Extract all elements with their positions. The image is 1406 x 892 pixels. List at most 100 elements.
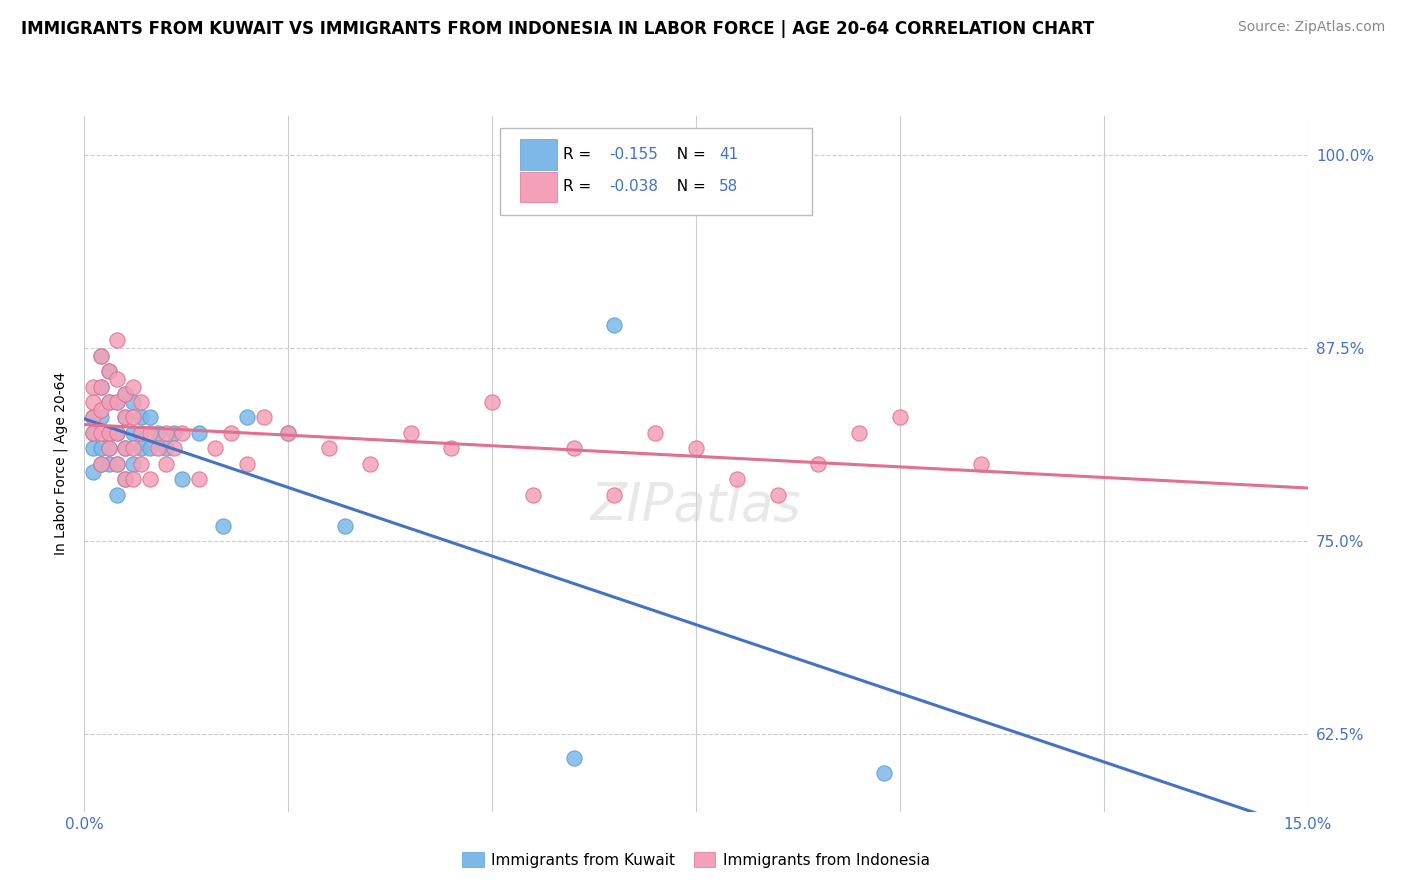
Point (82, 442, 104, 456)
Point (131, 395, 153, 409)
Point (889, 410, 911, 425)
Point (253, 410, 276, 425)
Point (82, 425, 104, 440)
Point (97, 395, 120, 409)
Point (440, 442, 463, 456)
Point (82, 465, 104, 479)
Point (105, 457, 128, 471)
Point (97, 425, 120, 440)
Point (105, 457, 128, 471)
Point (236, 410, 259, 425)
Point (114, 442, 136, 456)
Point (97, 442, 120, 456)
Text: 58: 58 (720, 179, 738, 194)
Point (90, 442, 112, 456)
Point (163, 442, 186, 456)
Point (807, 457, 830, 471)
Text: ZIPatlas: ZIPatlas (591, 480, 801, 532)
Point (90, 349, 112, 363)
Point (82, 379, 104, 393)
Point (122, 472, 145, 486)
Point (114, 472, 136, 486)
Text: IMMIGRANTS FROM KUWAIT VS IMMIGRANTS FROM INDONESIA IN LABOR FORCE | AGE 20-64 C: IMMIGRANTS FROM KUWAIT VS IMMIGRANTS FRO… (21, 20, 1094, 37)
FancyBboxPatch shape (520, 171, 557, 202)
Point (82, 395, 104, 409)
Point (97, 442, 120, 456)
Point (105, 425, 128, 440)
Point (204, 442, 226, 456)
Point (105, 395, 128, 409)
Point (131, 457, 153, 471)
Point (105, 425, 128, 440)
Point (146, 442, 169, 456)
Point (359, 457, 381, 471)
Point (603, 318, 626, 332)
Point (138, 425, 160, 440)
Text: N =: N = (666, 179, 710, 194)
Point (82, 410, 104, 425)
Text: R =: R = (562, 146, 596, 161)
Point (90, 349, 112, 363)
Point (114, 472, 136, 486)
FancyBboxPatch shape (520, 139, 557, 169)
Point (685, 442, 707, 456)
Text: -0.155: -0.155 (609, 146, 658, 161)
Point (90, 425, 112, 440)
Point (236, 457, 259, 471)
Point (114, 442, 136, 456)
Point (277, 425, 299, 440)
Point (90, 457, 112, 471)
Point (105, 488, 128, 502)
Y-axis label: In Labor Force | Age 20-64: In Labor Force | Age 20-64 (53, 372, 69, 556)
Point (277, 425, 299, 440)
Point (114, 410, 136, 425)
Point (122, 425, 145, 440)
Point (114, 410, 136, 425)
Point (187, 472, 209, 486)
Point (155, 442, 177, 456)
Point (872, 766, 894, 780)
Point (90, 379, 112, 393)
Point (122, 457, 145, 471)
Point (163, 425, 186, 440)
Point (122, 410, 145, 425)
Legend: Immigrants from Kuwait, Immigrants from Indonesia: Immigrants from Kuwait, Immigrants from … (456, 846, 936, 873)
Point (562, 442, 585, 456)
Text: -0.038: -0.038 (609, 179, 658, 194)
FancyBboxPatch shape (501, 128, 813, 215)
Point (122, 395, 145, 409)
Point (399, 425, 422, 440)
Point (725, 472, 748, 486)
Point (318, 442, 340, 456)
Point (90, 410, 112, 425)
Point (644, 425, 666, 440)
Point (82, 410, 104, 425)
Point (105, 395, 128, 409)
Point (97, 395, 120, 409)
Point (131, 410, 153, 425)
Text: N =: N = (666, 146, 710, 161)
Point (97, 364, 120, 378)
Point (122, 379, 145, 393)
Point (97, 457, 120, 471)
Point (187, 425, 209, 440)
Point (603, 488, 626, 502)
Point (212, 518, 235, 533)
Point (97, 425, 120, 440)
Point (105, 372, 128, 386)
Point (766, 488, 789, 502)
Point (172, 472, 194, 486)
Point (82, 425, 104, 440)
Point (562, 750, 585, 764)
Point (131, 425, 153, 440)
Point (90, 402, 112, 417)
Point (138, 410, 160, 425)
Point (970, 457, 993, 471)
Point (114, 387, 136, 401)
Point (131, 442, 153, 456)
Point (335, 518, 357, 533)
Point (90, 379, 112, 393)
Text: Source: ZipAtlas.com: Source: ZipAtlas.com (1237, 20, 1385, 34)
Point (97, 364, 120, 378)
Point (481, 395, 503, 409)
